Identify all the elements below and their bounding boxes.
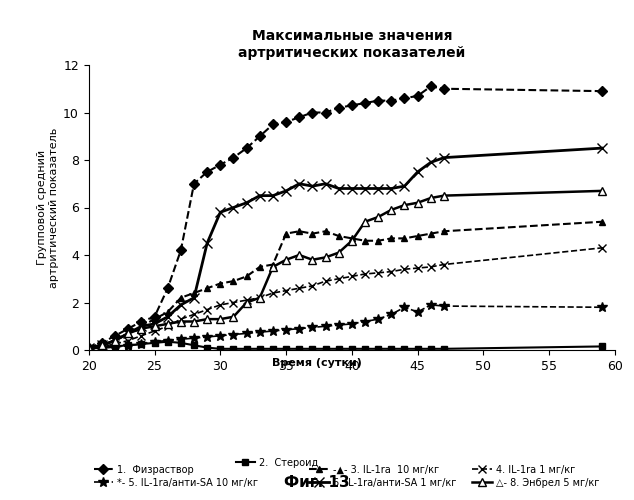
Title: Максимальные значения
артритических показателей: Максимальные значения артритических пока… xyxy=(238,30,465,60)
Y-axis label: Групповой средний
артритический показатель: Групповой средний артритический показате… xyxy=(37,128,59,288)
Legend: 4. IL-1ra 1 мг/кг, △- 8. Энбрел 5 мг/кг: 4. IL-1ra 1 мг/кг, △- 8. Энбрел 5 мг/кг xyxy=(472,464,599,487)
Text: Фиг. 13: Фиг. 13 xyxy=(284,475,350,490)
Text: Время (сутки): Время (сутки) xyxy=(272,358,362,368)
